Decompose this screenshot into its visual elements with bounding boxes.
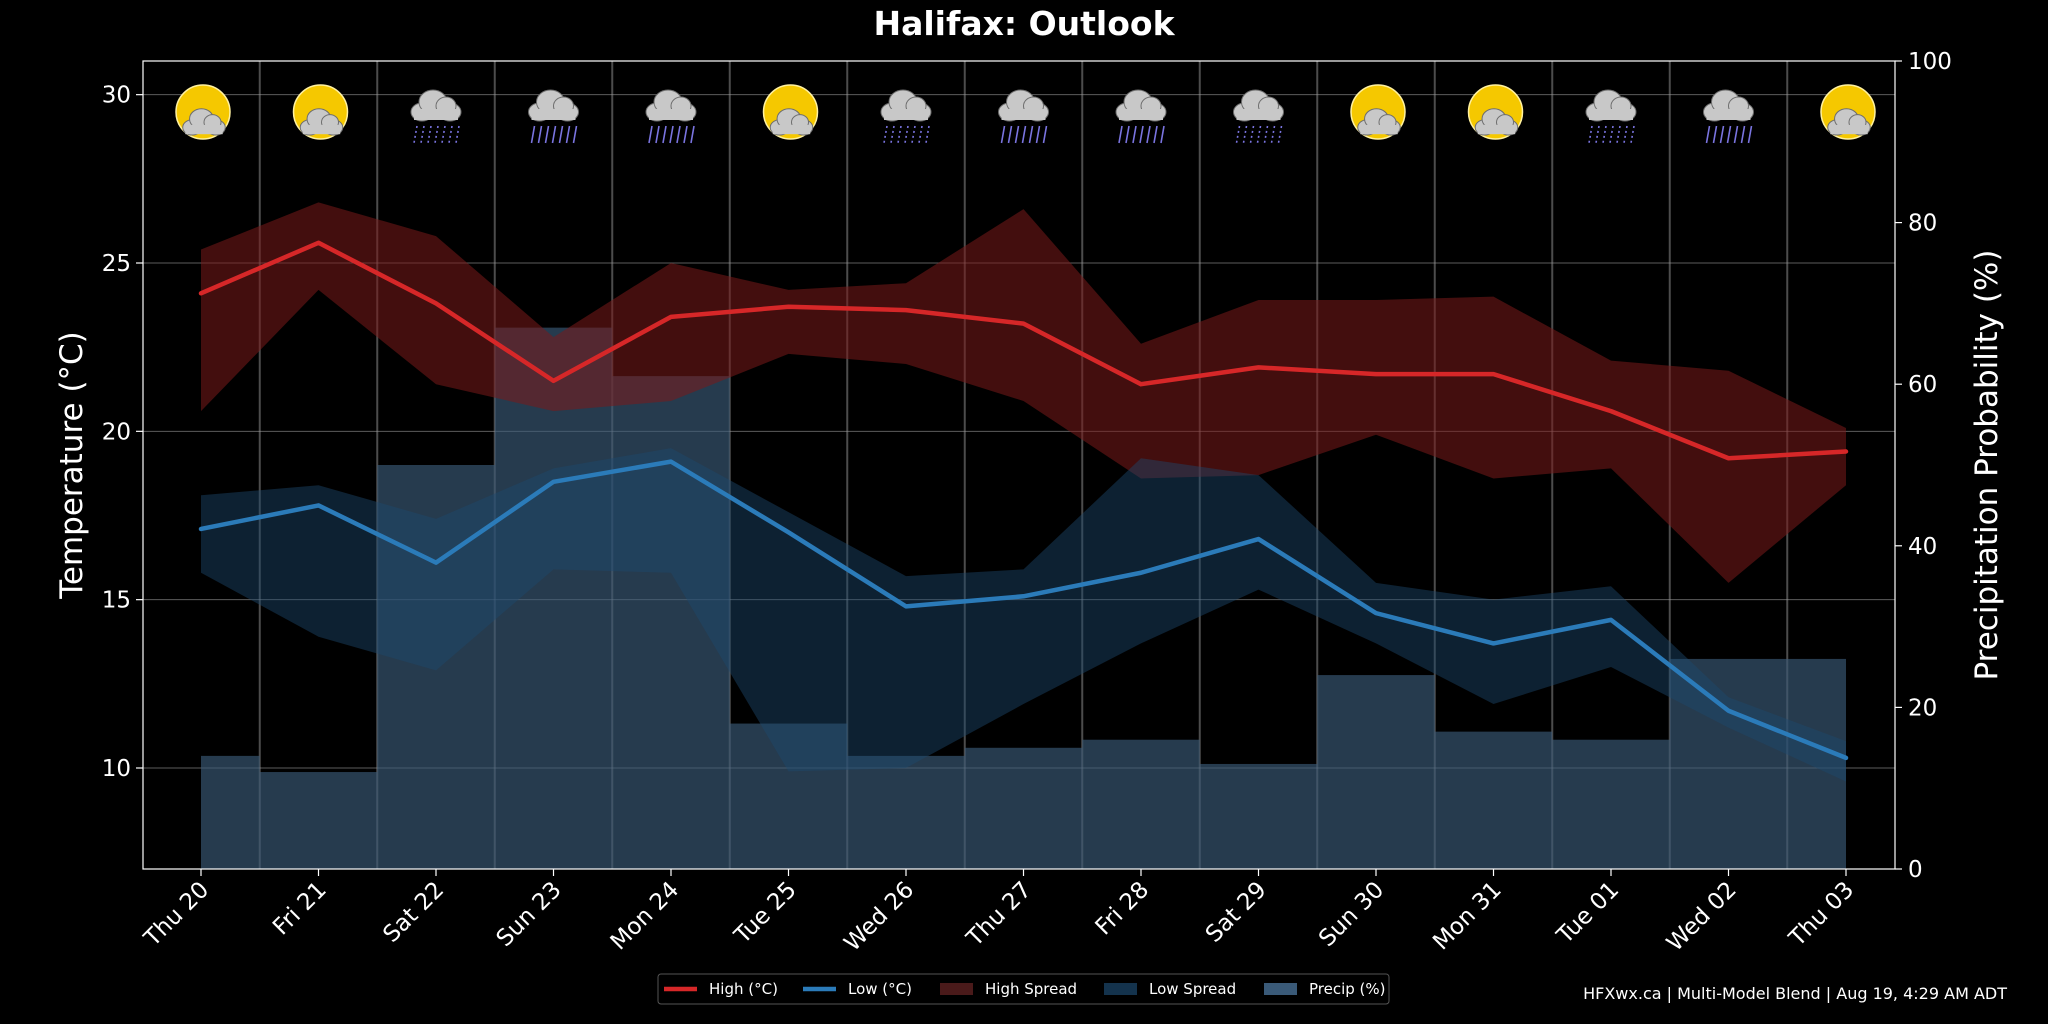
legend-label: High (°C) xyxy=(709,980,778,998)
low-spread-series xyxy=(201,448,1846,782)
precip-bar xyxy=(1082,739,1200,869)
cloud-rain-icon xyxy=(528,89,579,144)
x-tick-label: Wed 02 xyxy=(1662,877,1742,957)
y2-tick-label: 40 xyxy=(1908,534,1937,560)
cloud-drizzle-icon xyxy=(1585,89,1637,144)
legend-item: High Spread xyxy=(940,980,1077,998)
legend-item: Low (°C) xyxy=(803,980,912,998)
precip-bar xyxy=(1552,739,1670,869)
cloud-rain-icon xyxy=(998,89,1049,144)
cloud-rain-icon xyxy=(645,89,697,144)
plot-frame xyxy=(142,60,1896,870)
low-spread-band xyxy=(201,448,1846,782)
y2-tick-label: 100 xyxy=(1908,49,1952,75)
high-temp-line xyxy=(198,240,1849,461)
precip-bar xyxy=(201,755,260,869)
cloud-drizzle-icon xyxy=(1233,89,1284,144)
legend-label: Low Spread xyxy=(1149,980,1236,998)
x-tick-label: Sat 29 xyxy=(1201,877,1272,948)
x-tick-label: Tue 25 xyxy=(729,877,802,950)
temperature-lines xyxy=(198,240,1849,761)
legend-item: Low Spread xyxy=(1104,980,1236,998)
x-tick-label: Mon 24 xyxy=(606,877,685,956)
y-tick-label: 15 xyxy=(102,588,131,614)
high-spread-band xyxy=(201,202,1846,583)
x-tick-label: Tue 01 xyxy=(1551,877,1624,950)
x-tick-label: Fri 28 xyxy=(1091,877,1155,941)
sun-cloud-icon xyxy=(292,84,349,140)
x-tick-label: Thu 27 xyxy=(961,877,1037,953)
sun-cloud-icon xyxy=(1350,84,1406,140)
x-tick-label: Sat 22 xyxy=(378,877,449,948)
y-tick-label: 20 xyxy=(102,419,131,445)
x-tick-label: Sun 23 xyxy=(492,877,567,952)
y2-tick-label: 80 xyxy=(1908,211,1937,237)
cloud-rain-icon xyxy=(1703,89,1754,144)
y2-tick-label: 60 xyxy=(1908,372,1937,398)
legend-swatch xyxy=(1104,983,1137,995)
sun-cloud-icon xyxy=(762,84,819,140)
axes xyxy=(136,60,1902,876)
legend-item: High (°C) xyxy=(664,980,778,998)
x-tick-label: Thu 20 xyxy=(139,877,215,953)
precip-bar xyxy=(1787,658,1846,869)
y-tick-label: 10 xyxy=(102,756,131,782)
weather-icons xyxy=(175,84,1876,144)
chart-title: Halifax: Outlook xyxy=(873,4,1175,43)
legend-swatch xyxy=(1264,983,1297,995)
y-tick-label: 25 xyxy=(102,251,131,277)
x-tick-label: Thu 03 xyxy=(1784,877,1860,953)
precip-bar xyxy=(729,723,848,869)
x-tick-label: Wed 26 xyxy=(840,877,920,957)
legend-swatch xyxy=(940,983,973,995)
y2-tick-label: 20 xyxy=(1908,695,1937,721)
precip-bar xyxy=(847,755,965,869)
cloud-drizzle-icon xyxy=(880,89,932,144)
legend-label: High Spread xyxy=(985,980,1077,998)
y2-tick-label: 0 xyxy=(1908,857,1923,883)
precip-bar xyxy=(1434,731,1553,869)
y-tick-label: 30 xyxy=(102,83,131,109)
legend-item: Precip (%) xyxy=(1264,980,1386,998)
legend-box xyxy=(657,973,1390,1005)
legend-label: Precip (%) xyxy=(1309,980,1386,998)
sun-cloud-icon xyxy=(1467,84,1524,140)
cloud-drizzle-icon xyxy=(410,89,462,144)
x-tick-label: Sun 30 xyxy=(1314,877,1389,952)
precip-bar xyxy=(1317,675,1435,869)
sun-cloud-icon xyxy=(175,84,231,140)
x-tick-label: Fri 21 xyxy=(268,877,332,941)
precip-bar xyxy=(259,772,378,869)
precip-series xyxy=(201,327,1846,869)
y2-axis-label: Precipitation Probability (%) xyxy=(1969,250,2005,681)
precip-bar xyxy=(1669,658,1788,869)
x-tick-label: Mon 31 xyxy=(1428,877,1507,956)
footer-credit: HFXwx.ca | Multi-Model Blend | Aug 19, 4… xyxy=(1583,984,2007,1003)
precip-bar xyxy=(612,376,730,869)
low-temp-line xyxy=(198,459,1849,761)
precip-bar xyxy=(494,327,613,869)
legend: High (°C) Low (°C) High Spread Low Spread Pr… xyxy=(657,973,1390,1005)
high-spread-series xyxy=(201,202,1846,583)
legend-label: Low (°C) xyxy=(848,980,912,998)
sun-cloud-icon xyxy=(1820,84,1876,140)
precip-bar xyxy=(377,465,495,869)
precip-bar xyxy=(1199,763,1318,869)
y-axis-label: Temperature (°C) xyxy=(54,331,90,600)
precip-bar xyxy=(964,747,1083,869)
cloud-rain-icon xyxy=(1115,89,1167,144)
